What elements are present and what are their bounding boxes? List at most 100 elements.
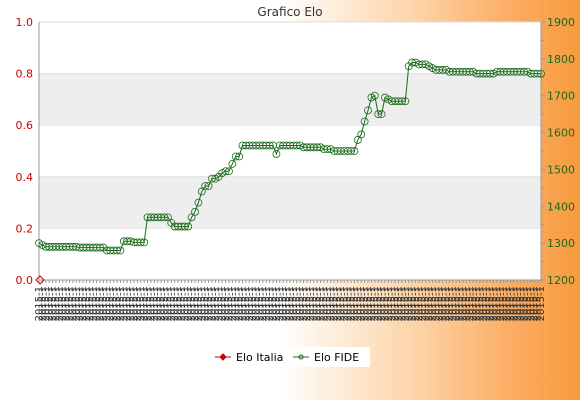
x-tick-label: 2015-1 <box>78 286 89 321</box>
x-tick-label: 2015-1 <box>166 286 177 321</box>
x-tick-label: 2015-1 <box>238 286 249 321</box>
data-point-elo-fide <box>163 213 172 222</box>
x-tick-label: 2015-1 <box>156 286 167 321</box>
x-tick-label: 2015-1 <box>529 286 540 321</box>
data-point-elo-fide <box>225 167 233 176</box>
x-tick-label: 2015-1 <box>404 286 415 321</box>
x-tick-label: 2015-1 <box>214 286 225 321</box>
x-tick-label: 2015-1 <box>68 286 79 321</box>
grid-band <box>39 176 541 229</box>
legend: Elo Italia Elo FIDE <box>210 347 370 367</box>
x-tick-label: 2015-1 <box>472 286 483 321</box>
x-tick-label: 2015-1 <box>407 286 418 321</box>
x-tick-label: 2015-1 <box>468 286 479 321</box>
x-tick-label: 2015-1 <box>129 286 140 321</box>
x-tick-label: 2015-1 <box>363 286 374 321</box>
data-point-elo-fide <box>180 222 189 231</box>
x-tick-label: 2015-1 <box>305 286 316 321</box>
x-tick-label: 2015-1 <box>227 286 238 321</box>
x-tick-label: 2015-1 <box>366 286 377 321</box>
y-tick-label-right: 1400 <box>547 200 575 213</box>
x-tick-label: 2015-1 <box>51 286 62 321</box>
y-tick-label-right: 1200 <box>547 274 575 287</box>
x-tick-label: 2015-1 <box>248 286 259 321</box>
chart-title: Grafico Elo <box>257 5 322 19</box>
x-tick-label: 2015-1 <box>414 286 425 321</box>
x-tick-label: 2015-1 <box>282 286 293 321</box>
x-tick-label: 2015-1 <box>268 286 279 321</box>
x-tick-label: 2015-1 <box>58 286 69 321</box>
x-tick-label: 2015-1 <box>217 286 228 321</box>
x-tick-label: 2015-1 <box>149 286 160 321</box>
x-tick-label: 2015-1 <box>475 286 486 321</box>
x-tick-label: 2015-1 <box>34 286 45 321</box>
x-tick-label: 2015-1 <box>353 286 364 321</box>
data-point-elo-fide <box>377 110 386 119</box>
legend-marker <box>298 354 304 360</box>
x-tick-label: 2015-1 <box>251 286 262 321</box>
x-tick-label: 2015-1 <box>41 286 52 321</box>
x-tick-label: 2015-1 <box>54 286 65 321</box>
data-point-elo-fide <box>360 117 369 126</box>
y-axis-right: 1200 1300 1400 1500 1600 1700 1800 1900 <box>541 16 575 287</box>
y-tick-label-left: 1.0 <box>16 16 34 29</box>
x-tick-label: 2015-1 <box>536 286 547 321</box>
x-tick-label: 2015-1 <box>478 286 489 321</box>
x-tick-label: 2015-1 <box>258 286 269 321</box>
data-point-elo-fide <box>231 152 240 161</box>
data-point-elo-fide <box>136 238 145 247</box>
x-tick-label: 2015-1 <box>61 286 72 321</box>
data-point-elo-fide <box>228 159 237 168</box>
x-tick-label: 2015-1 <box>380 286 391 321</box>
data-point-elo-fide <box>184 222 193 231</box>
x-tick-label: 2015-1 <box>400 286 411 321</box>
x-tick-label: 2015-1 <box>173 286 184 321</box>
data-point-elo-fide <box>197 187 206 196</box>
data-point-elo-fide <box>370 91 379 100</box>
x-tick-label: 2015-1 <box>231 286 242 321</box>
x-tick-label: 2015-1 <box>102 286 113 321</box>
plot-area <box>38 21 542 281</box>
x-tick-label: 2015-1 <box>295 286 306 321</box>
x-tick-label: 2015-1 <box>65 286 76 321</box>
x-tick-label: 2015-1 <box>336 286 347 321</box>
x-tick-label: 2015-1 <box>356 286 367 321</box>
x-tick-label: 2015-1 <box>383 286 394 321</box>
x-tick-label: 2015-1 <box>92 286 103 321</box>
x-tick-label: 2015-1 <box>387 286 398 321</box>
x-tick-label: 2015-1 <box>85 286 96 321</box>
x-tick-label: 2015-1 <box>312 286 323 321</box>
x-tick-label: 2015-1 <box>451 286 462 321</box>
x-tick-label: 2015-1 <box>526 286 537 321</box>
x-tick-label: 2015-1 <box>319 286 330 321</box>
legend-label: Elo Italia <box>236 351 283 364</box>
x-tick-label: 2015-1 <box>346 286 357 321</box>
x-tick-label: 2015-1 <box>455 286 466 321</box>
x-tick-label: 2015-1 <box>332 286 343 321</box>
x-tick-label: 2015-1 <box>322 286 333 321</box>
x-tick-label: 2015-1 <box>394 286 405 321</box>
data-point-elo-fide <box>187 213 196 222</box>
x-tick-label: 2015-1 <box>98 286 109 321</box>
x-tick-label: 2015-1 <box>119 286 130 321</box>
x-tick-label: 2015-1 <box>417 286 428 321</box>
data-point-elo-fide <box>347 147 355 155</box>
data-point-elo-fide <box>401 97 410 106</box>
x-tick-label: 2015-1 <box>193 286 204 321</box>
x-tick-label: 2015-1 <box>221 286 232 321</box>
x-tick-label: 2015-1 <box>261 286 272 321</box>
x-tick-label: 2015-1 <box>495 286 506 321</box>
x-tick-label: 2015-1 <box>349 286 360 321</box>
x-tick-label: 2015-1 <box>519 286 530 321</box>
x-tick-label: 2015-1 <box>390 286 401 321</box>
series-group <box>35 58 545 285</box>
x-tick-label: 2015-1 <box>190 286 201 321</box>
x-tick-label: 2015-1 <box>126 286 137 321</box>
data-point-elo-fide <box>160 213 169 222</box>
x-tick-label: 2015-1 <box>438 286 449 321</box>
x-tick-label: 2015-1 <box>533 286 544 321</box>
x-tick-label: 2015-1 <box>71 286 82 321</box>
x-tick-label: 2015-1 <box>292 286 303 321</box>
x-tick-label: 2015-1 <box>522 286 533 321</box>
data-point-elo-fide <box>537 69 545 78</box>
